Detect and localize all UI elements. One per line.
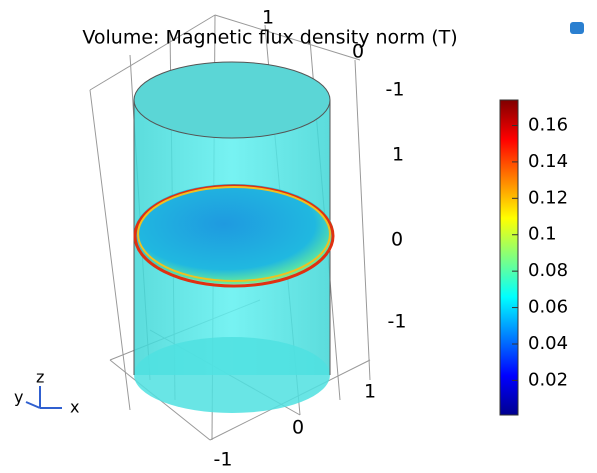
triad-y: y <box>14 388 23 407</box>
axis-tick-label: 1 <box>364 381 376 403</box>
axis-tick-label: -1 <box>388 311 407 333</box>
logo-icon <box>570 22 584 34</box>
colorbar-tick-label: 0.08 <box>528 260 568 281</box>
axis-tick-label: -1 <box>214 449 233 471</box>
colorbar-tick-label: 0.1 <box>528 224 557 245</box>
cylinder <box>134 62 334 413</box>
triad-x: x <box>70 398 79 417</box>
axis-tick-label: 1 <box>392 144 404 166</box>
axis-tick-label: 1 <box>262 7 274 29</box>
axis-tick-label: 0 <box>391 229 403 251</box>
axis-tick-label: 0 <box>352 41 364 63</box>
axis-tick-label: -1 <box>386 79 405 101</box>
chart: Volume: Magnetic flux density norm (T) x… <box>0 0 597 473</box>
colorbar-tick-label: 0.14 <box>528 151 568 172</box>
colorbar-tick-label: 0.02 <box>528 369 568 390</box>
colorbar-tick-label: 0.16 <box>528 114 568 135</box>
colorbar-tick-label: 0.04 <box>528 333 568 354</box>
axis-tick-label: 0 <box>292 417 304 439</box>
triad-z: z <box>36 368 44 387</box>
chart-title: Volume: Magnetic flux density norm (T) <box>82 27 457 49</box>
colorbar-tick-label: 0.12 <box>528 187 568 208</box>
axis-triad: x y z <box>14 368 79 417</box>
colorbar <box>500 100 518 415</box>
colorbar-tick-label: 0.06 <box>528 297 568 318</box>
